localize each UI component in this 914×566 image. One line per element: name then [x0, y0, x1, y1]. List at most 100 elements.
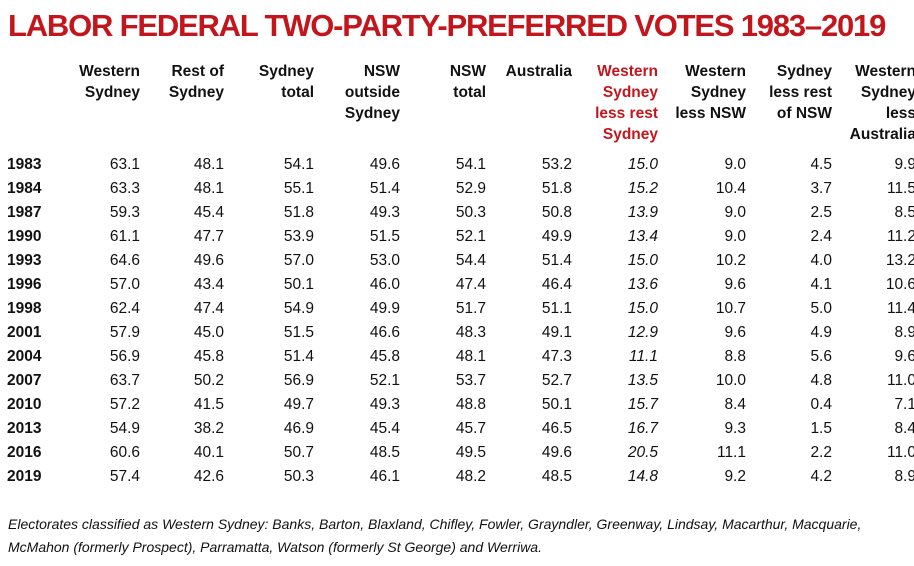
table-row: 1993 64.6 49.6 57.0 53.0 54.4 51.4 15.0 10.2 4.0 1…	[0, 249, 914, 273]
table-cell: 47.7	[193, 228, 224, 245]
table-cell: 3.7	[810, 180, 832, 197]
table-cell: 50.1	[283, 276, 314, 293]
table-cell: 45.7	[455, 420, 486, 437]
table-cell: 49.5	[455, 444, 486, 461]
table-cell: 49.6	[193, 252, 224, 269]
table-cell: 49.6	[369, 156, 400, 173]
table-cell: 11.5	[886, 180, 914, 197]
column-header: Rest of Sydney	[168, 63, 224, 101]
table-cell: 42.6	[193, 468, 224, 485]
table-cell: 63.1	[109, 156, 140, 173]
table-cell: 49.9	[369, 300, 400, 317]
table-cell: 11.1	[716, 444, 746, 461]
table-cell: 47.3	[541, 348, 572, 365]
table-cell: 54.4	[455, 252, 486, 269]
table-cell: 10.2	[715, 252, 746, 269]
votes-table: Western Sydney Rest of Sydney Sydney total NSW…	[0, 61, 914, 489]
table-cell: 63.3	[109, 180, 140, 197]
table-row: 2013 54.9 38.2 46.9 45.4 45.7 46.5 16.7 9.3 1.5 8.…	[0, 417, 914, 441]
table-cell: 13.2	[885, 252, 914, 269]
column-header: Australia	[505, 63, 572, 80]
table-cell: 51.1	[541, 300, 572, 317]
table-row: 1984 63.3 48.1 55.1 51.4 52.9 51.8 15.2 10.4 3.7 1…	[0, 177, 914, 201]
table-cell: 49.9	[541, 228, 572, 245]
table-cell: 56.9	[283, 372, 314, 389]
column-header: NSW total	[449, 63, 486, 101]
table-cell: 57.9	[109, 324, 140, 341]
table-row: 1983 63.1 48.1 54.1 49.6 54.1 53.2 15.0 9.0 4.5 9.…	[0, 153, 914, 177]
table-cell: 4.2	[810, 468, 832, 485]
table-cell: 51.4	[369, 180, 400, 197]
table-cell: 10.6	[885, 276, 914, 293]
table-cell: 15.0	[627, 252, 658, 269]
table-cell: 11.1	[628, 348, 658, 365]
row-year: 2013	[7, 420, 42, 437]
table-cell: 64.6	[109, 252, 140, 269]
table-cell: 51.8	[283, 204, 314, 221]
table-cell: 49.3	[369, 396, 400, 413]
table-cell: 11.0	[886, 372, 914, 389]
table-cell: 10.0	[715, 372, 746, 389]
table-cell: 15.0	[627, 300, 658, 317]
row-year: 2010	[7, 396, 42, 413]
table-cell: 4.5	[810, 156, 832, 173]
table-cell: 46.5	[541, 420, 572, 437]
table-cell: 47.4	[455, 276, 486, 293]
table-cell: 11.0	[886, 444, 914, 461]
table-row: 2010 57.2 41.5 49.7 49.3 48.8 50.1 15.7 8.4 0.4 7.…	[0, 393, 914, 417]
table-cell: 49.3	[369, 204, 400, 221]
table-cell: 2.4	[810, 228, 832, 245]
table-cell: 20.5	[627, 444, 658, 461]
column-header: Western Sydney less NSW	[675, 63, 746, 122]
table-cell: 55.1	[283, 180, 314, 197]
table-cell: 2.5	[810, 204, 832, 221]
table-row: 2019 57.4 42.6 50.3 46.1 48.2 48.5 14.8 9.2 4.2 8.…	[0, 465, 914, 489]
table-cell: 0.4	[810, 396, 832, 413]
table-cell: 4.9	[810, 324, 832, 341]
table-cell: 7.1	[894, 396, 914, 413]
table-cell: 38.2	[193, 420, 224, 437]
table-cell: 8.8	[724, 348, 746, 365]
table-cell: 9.0	[724, 228, 746, 245]
table-cell: 11.4	[886, 300, 914, 317]
page-title: LABOR FEDERAL TWO-PARTY-PREFERRED VOTES …	[8, 8, 886, 43]
table-body: 1983 63.1 48.1 54.1 49.6 54.1 53.2 15.0 9.0 4.5 9.…	[0, 153, 914, 489]
table-cell: 9.6	[724, 324, 746, 341]
table-cell: 53.7	[455, 372, 486, 389]
table-cell: 52.1	[455, 228, 486, 245]
table-cell: 50.1	[541, 396, 572, 413]
table-cell: 4.1	[810, 276, 832, 293]
table-cell: 50.3	[283, 468, 314, 485]
table-row: 1990 61.1 47.7 53.9 51.5 52.1 49.9 13.4 9.0 2.4 11…	[0, 225, 914, 249]
column-header: NSW outside Sydney	[344, 63, 400, 122]
row-year: 1993	[7, 252, 42, 269]
table-cell: 14.8	[627, 468, 658, 485]
column-header-year	[0, 61, 68, 153]
table-cell: 53.0	[369, 252, 400, 269]
table-cell: 54.9	[109, 420, 140, 437]
table-cell: 2.2	[810, 444, 832, 461]
table-cell: 48.5	[369, 444, 400, 461]
row-year: 1998	[7, 300, 42, 317]
table-row: 1996 57.0 43.4 50.1 46.0 47.4 46.4 13.6 9.6 4.1 10…	[0, 273, 914, 297]
table-cell: 63.7	[109, 372, 140, 389]
table-cell: 45.4	[193, 204, 224, 221]
footnote: Electorates classified as Western Sydney…	[8, 516, 862, 555]
table-cell: 45.8	[193, 348, 224, 365]
table-cell: 9.6	[724, 276, 746, 293]
table-cell: 50.8	[541, 204, 572, 221]
table-cell: 11.2	[886, 228, 914, 245]
table-cell: 13.9	[627, 204, 658, 221]
table-cell: 57.0	[109, 276, 140, 293]
column-header: Western Sydney less rest Sydney	[595, 63, 658, 143]
table-cell: 8.4	[724, 396, 746, 413]
table-cell: 13.5	[627, 372, 658, 389]
row-year: 1984	[7, 180, 42, 197]
table-cell: 57.0	[283, 252, 314, 269]
column-header: Western Sydney less Australia	[849, 63, 914, 143]
table-cell: 9.3	[724, 420, 746, 437]
table-cell: 41.5	[193, 396, 224, 413]
table-cell: 61.1	[109, 228, 140, 245]
table-cell: 15.0	[627, 156, 658, 173]
row-year: 1996	[7, 276, 42, 293]
